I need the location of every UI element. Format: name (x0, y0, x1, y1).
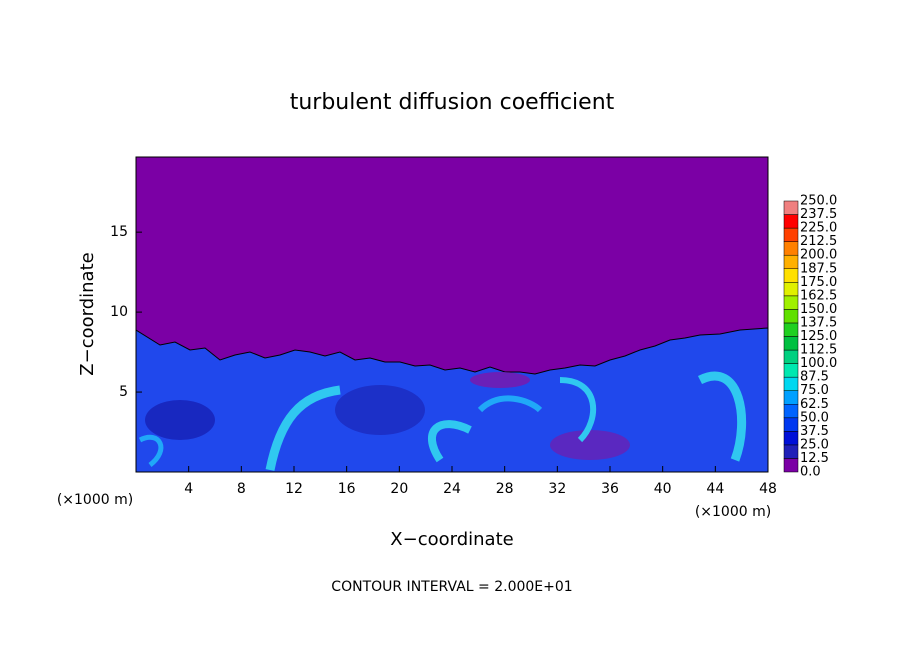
y-tick-label: 10 (110, 304, 128, 320)
y-axis-label: Z−coordinate (77, 252, 98, 375)
field-swirl (428, 420, 472, 463)
colorbar-label: 150.0 (800, 302, 837, 317)
colorbar-label: 12.5 (800, 451, 829, 466)
colorbar-swatch (783, 363, 799, 378)
colorbar-label: 100.0 (800, 356, 837, 371)
colorbar-label: 112.5 (800, 343, 837, 358)
colorbar-label: 250.0 (800, 194, 837, 209)
x-tick-label: 28 (496, 481, 514, 497)
chart-title: turbulent diffusion coefficient (290, 90, 615, 115)
field-swirl (138, 434, 164, 467)
colorbar-label: 212.5 (800, 234, 837, 249)
colorbar-label: 50.0 (800, 410, 829, 425)
colorbar-label: 200.0 (800, 248, 837, 263)
field-patch (335, 385, 425, 435)
field-swirl (265, 385, 341, 471)
colorbar-label: 237.5 (800, 207, 837, 222)
colorbar-swatch (783, 322, 799, 337)
x-tick-label: 24 (443, 481, 461, 497)
colorbar-swatch (783, 390, 799, 405)
colorbar-label: 0.0 (800, 465, 821, 480)
colorbar-swatch (783, 268, 799, 283)
colorbar-swatch (783, 444, 799, 459)
colorbar-label: 225.0 (800, 221, 837, 236)
turbulent-field (136, 327, 768, 472)
colorbar-label: 137.5 (800, 315, 837, 330)
colorbar-swatch (783, 241, 799, 256)
y-tick-label: 15 (110, 224, 128, 240)
colorbar-swatch (783, 376, 799, 391)
x-tick-label: 36 (601, 481, 619, 497)
colorbar-label: 162.5 (800, 288, 837, 303)
colorbar-label: 187.5 (800, 261, 837, 276)
colorbar-label: 175.0 (800, 275, 837, 290)
colorbar-label: 25.0 (800, 437, 829, 452)
x-tick-label: 16 (338, 481, 356, 497)
colorbar-label: 75.0 (800, 383, 829, 398)
field-swirl (697, 371, 747, 462)
colorbar-swatch (783, 282, 799, 297)
x-tick-label: 20 (390, 481, 408, 497)
colorbar-swatch (783, 431, 799, 446)
x-tick-label: 32 (548, 481, 566, 497)
x-tick-label: 12 (285, 481, 303, 497)
x-tick-label: 40 (654, 481, 672, 497)
field-patch (145, 400, 215, 440)
colorbar-swatch (783, 227, 799, 242)
colorbar-swatch (783, 336, 799, 351)
colorbar-swatch (783, 349, 799, 364)
colorbar-swatch (783, 200, 799, 215)
x-tick-label: 48 (759, 481, 777, 497)
colorbar-swatch (783, 214, 799, 229)
colorbar-swatch (783, 254, 799, 269)
colorbar-label: 87.5 (800, 370, 829, 385)
colorbar-swatch (783, 295, 799, 310)
x-tick-label: 4 (184, 481, 193, 497)
x-axis-label: X−coordinate (390, 529, 513, 550)
x-tick-label: 8 (237, 481, 246, 497)
colorbar-swatch (783, 417, 799, 432)
colorbar-label: 62.5 (800, 397, 829, 412)
x-unit-label: (×1000 m) (695, 504, 771, 520)
field-swirl (477, 395, 543, 413)
contour-note: CONTOUR INTERVAL = 2.000E+01 (331, 579, 572, 595)
field-patch (470, 372, 530, 388)
y-tick-label: 5 (119, 384, 128, 400)
colorbar-label: 37.5 (800, 424, 829, 439)
x-tick-label: 44 (706, 481, 724, 497)
colorbar-swatch (783, 458, 799, 473)
field-swirl (559, 377, 596, 443)
x-unit-label: (×1000 m) (57, 492, 133, 508)
colorbar-swatch (783, 404, 799, 419)
field-patch (550, 430, 630, 460)
colorbar-swatch (783, 309, 799, 324)
colorbar-label: 125.0 (800, 329, 837, 344)
